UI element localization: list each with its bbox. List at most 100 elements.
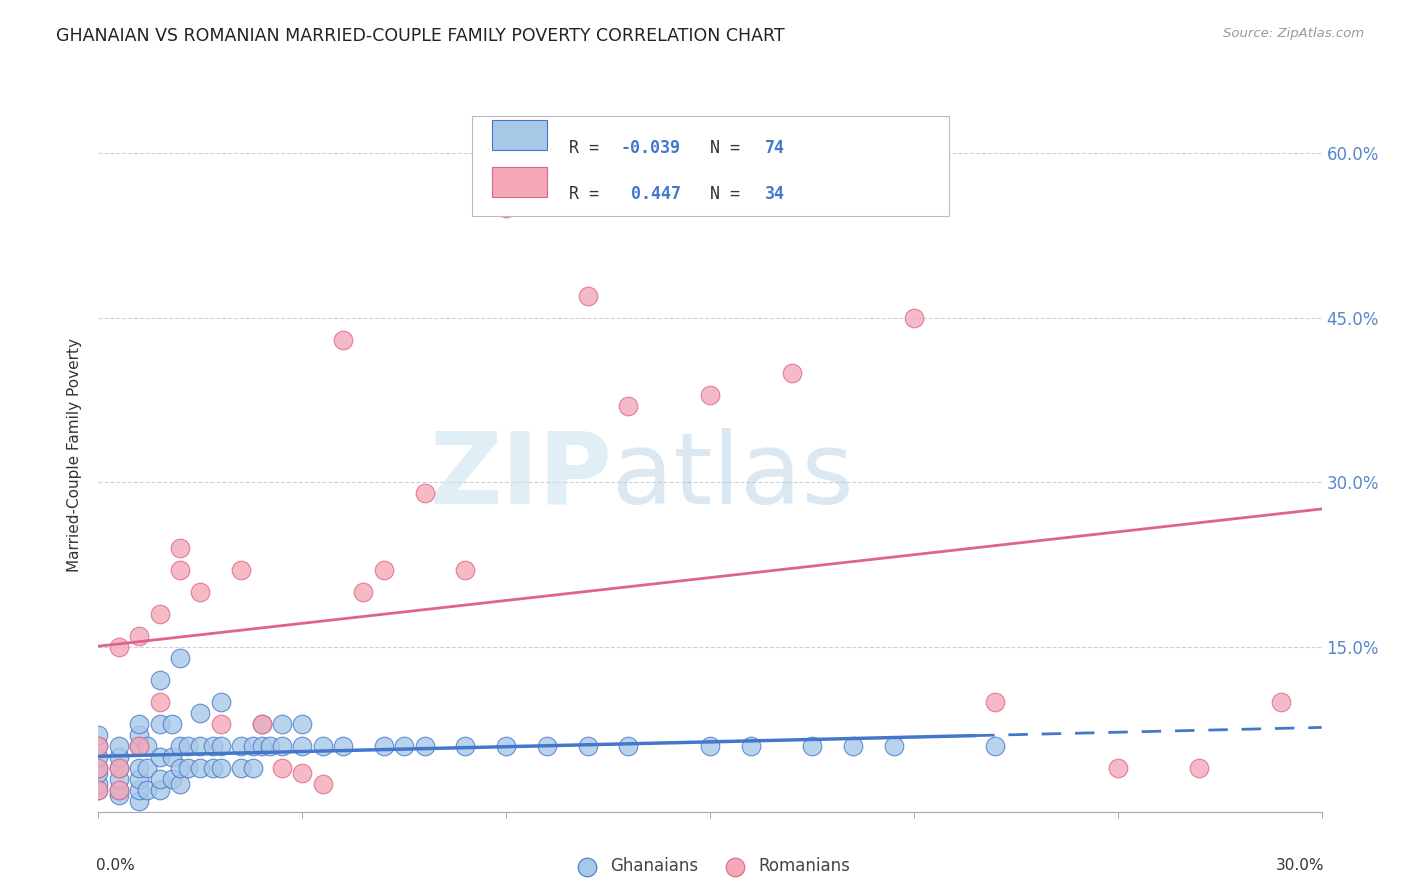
Bar xyxy=(492,167,547,196)
Point xyxy=(128,717,150,731)
Text: Source: ZipAtlas.com: Source: ZipAtlas.com xyxy=(1223,27,1364,40)
Point xyxy=(108,749,131,764)
Point xyxy=(1270,695,1292,709)
Point xyxy=(160,749,183,764)
Text: 30.0%: 30.0% xyxy=(1275,858,1324,873)
Text: ZIP: ZIP xyxy=(429,428,612,524)
Point xyxy=(270,739,294,753)
Point xyxy=(250,717,273,731)
Text: N =: N = xyxy=(710,186,749,203)
Point xyxy=(454,739,477,753)
Point xyxy=(242,739,264,753)
Point xyxy=(128,772,150,786)
Point xyxy=(699,739,721,753)
Point xyxy=(108,761,131,775)
Text: GHANAIAN VS ROMANIAN MARRIED-COUPLE FAMILY POVERTY CORRELATION CHART: GHANAIAN VS ROMANIAN MARRIED-COUPLE FAMI… xyxy=(56,27,785,45)
Point xyxy=(87,777,110,791)
Point xyxy=(87,782,110,797)
Point xyxy=(352,585,374,599)
Point xyxy=(149,673,172,687)
Point xyxy=(413,486,436,500)
Point xyxy=(242,761,264,775)
Point xyxy=(188,706,212,720)
Point xyxy=(841,739,863,753)
Point xyxy=(169,761,191,775)
Point xyxy=(201,761,224,775)
Point xyxy=(169,541,191,556)
Point xyxy=(87,728,110,742)
Point xyxy=(250,717,273,731)
Point xyxy=(576,289,599,303)
Point xyxy=(576,739,599,753)
Point xyxy=(231,761,253,775)
Point xyxy=(413,739,436,753)
Text: N =: N = xyxy=(710,139,749,157)
Point xyxy=(149,717,172,731)
Point xyxy=(108,739,131,753)
Point xyxy=(312,739,335,753)
Point xyxy=(108,640,131,654)
Y-axis label: Married-Couple Family Poverty: Married-Couple Family Poverty xyxy=(67,338,83,572)
Point xyxy=(136,761,159,775)
Point xyxy=(270,761,294,775)
FancyBboxPatch shape xyxy=(471,116,949,216)
Point xyxy=(617,399,640,413)
Point xyxy=(128,739,150,753)
Point xyxy=(1107,761,1129,775)
Point xyxy=(149,772,172,786)
Point xyxy=(160,772,183,786)
Text: R =: R = xyxy=(569,186,609,203)
Point xyxy=(169,777,191,791)
Point xyxy=(177,761,200,775)
Point xyxy=(108,782,131,797)
Point xyxy=(87,761,110,775)
Bar xyxy=(492,120,547,150)
Text: 0.0%: 0.0% xyxy=(96,858,135,873)
Point xyxy=(392,739,416,753)
Point xyxy=(108,772,131,786)
Point xyxy=(332,333,354,347)
Point xyxy=(291,766,314,780)
Point xyxy=(149,749,172,764)
Point xyxy=(136,739,159,753)
Legend: Ghanaians, Romanians: Ghanaians, Romanians xyxy=(564,851,856,882)
Text: 0.447: 0.447 xyxy=(620,186,681,203)
Point xyxy=(495,739,517,753)
Text: R =: R = xyxy=(569,139,609,157)
Point xyxy=(87,739,110,753)
Point xyxy=(250,739,273,753)
Point xyxy=(231,739,253,753)
Point xyxy=(128,739,150,753)
Text: -0.039: -0.039 xyxy=(620,139,681,157)
Point xyxy=(801,739,824,753)
Point xyxy=(536,739,558,753)
Point xyxy=(177,739,200,753)
Point xyxy=(454,563,477,577)
Point xyxy=(883,739,905,753)
Point xyxy=(149,607,172,621)
Point xyxy=(128,629,150,643)
Point xyxy=(617,739,640,753)
Point xyxy=(87,749,110,764)
Point xyxy=(903,310,925,325)
Point xyxy=(87,761,110,775)
Point xyxy=(270,717,294,731)
Point xyxy=(373,739,395,753)
Point xyxy=(87,739,110,753)
Point xyxy=(291,717,314,731)
Point xyxy=(209,761,232,775)
Point xyxy=(108,761,131,775)
Point xyxy=(209,695,232,709)
Point xyxy=(201,739,224,753)
Point xyxy=(231,563,253,577)
Text: 74: 74 xyxy=(765,139,785,157)
Point xyxy=(128,782,150,797)
Text: 34: 34 xyxy=(765,186,785,203)
Point xyxy=(780,366,803,380)
Point xyxy=(209,739,232,753)
Point xyxy=(128,794,150,808)
Point xyxy=(984,739,1007,753)
Point xyxy=(495,201,517,215)
Point xyxy=(984,695,1007,709)
Point xyxy=(87,766,110,780)
